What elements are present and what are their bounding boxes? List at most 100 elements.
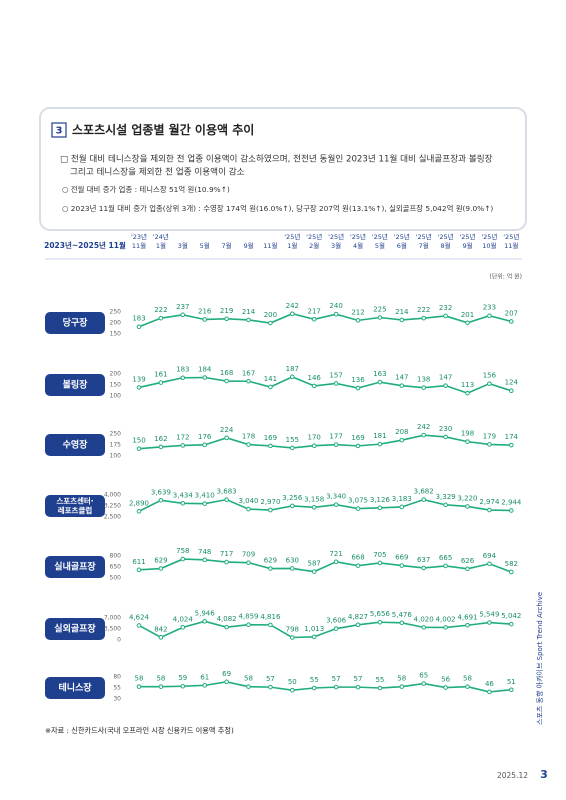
data-point	[443, 685, 448, 690]
data-label: 232	[439, 304, 452, 312]
y-tick-label: 0	[117, 637, 121, 644]
data-point	[136, 385, 142, 390]
data-point	[158, 497, 164, 503]
data-label: 147	[439, 374, 452, 382]
data-point	[136, 324, 142, 330]
chart-badge	[45, 618, 105, 640]
data-label: 3,126	[370, 496, 391, 504]
chart-label: 스포츠센터·	[56, 495, 93, 505]
data-point	[268, 443, 273, 449]
data-point	[268, 622, 273, 628]
data-label: 3,256	[282, 494, 303, 502]
data-point	[399, 684, 405, 689]
data-label: 629	[264, 557, 277, 565]
data-label: 3,434	[173, 491, 194, 499]
data-point	[202, 683, 207, 688]
data-point	[465, 320, 470, 326]
x-year-label: '25년	[394, 232, 410, 241]
data-label: 4,859	[238, 613, 258, 621]
x-month-label: 5월	[200, 241, 210, 250]
page-number: 3	[540, 768, 548, 781]
data-point	[268, 507, 273, 513]
data-point	[224, 679, 229, 685]
y-tick-label: 500	[110, 575, 122, 582]
y-tick-label: 100	[110, 393, 122, 400]
data-label: 705	[373, 551, 386, 559]
x-month-label: 11월	[504, 241, 518, 250]
data-label: 587	[308, 560, 321, 568]
data-label: 3,075	[348, 497, 368, 505]
y-tick-label: 30	[113, 696, 121, 703]
y-tick-label: 7,000	[104, 615, 121, 622]
data-label: 4,816	[260, 613, 281, 621]
data-label: 3,040	[238, 497, 258, 505]
data-label: 5,476	[392, 611, 413, 619]
data-label: 222	[417, 306, 430, 314]
data-label: 58	[244, 675, 253, 683]
data-point	[202, 375, 207, 380]
data-label: 214	[242, 308, 256, 316]
data-label: 637	[417, 556, 430, 564]
data-label: 57	[266, 675, 275, 683]
data-point	[158, 380, 164, 385]
chart-badge	[45, 374, 105, 396]
data-point	[136, 623, 142, 628]
data-point	[509, 569, 514, 575]
data-point	[290, 503, 295, 509]
data-label: 669	[395, 554, 408, 562]
data-label: 3,329	[436, 493, 456, 501]
data-point	[290, 445, 295, 451]
data-point	[246, 442, 251, 447]
data-label: 842	[154, 625, 167, 633]
y-tick-label: 3,250	[104, 503, 121, 510]
data-point	[290, 566, 295, 571]
data-label: 46	[485, 680, 494, 688]
y-tick-label: 200	[110, 320, 122, 327]
data-point	[421, 497, 427, 502]
data-label: 668	[351, 554, 364, 562]
bullet-line: □ 전월 대비 테니스장을 제외한 전 업종 이용액이 감소하였으며, 전전년 …	[60, 153, 493, 165]
data-label: 56	[441, 676, 450, 684]
data-label: 183	[176, 366, 189, 374]
chart-label: 실내골프장	[54, 561, 96, 573]
data-label: 124	[505, 379, 519, 387]
data-point	[224, 497, 229, 502]
data-point	[377, 379, 383, 385]
data-label: 136	[351, 376, 365, 384]
data-label: 187	[286, 365, 299, 373]
data-label: 230	[439, 425, 452, 433]
data-label: 2,970	[260, 498, 280, 506]
bullet-line: 그리고 테니스장을 제외한 전 업종 이용액이 감소	[70, 166, 245, 178]
data-label: 138	[417, 376, 430, 384]
data-point	[421, 315, 427, 321]
data-label: 181	[373, 432, 386, 440]
data-label: 758	[176, 547, 189, 555]
data-point	[246, 506, 251, 512]
data-point	[180, 556, 186, 562]
chart-badge	[45, 434, 105, 456]
data-label: 168	[220, 369, 233, 377]
data-point	[399, 504, 405, 510]
data-point	[136, 567, 142, 573]
x-month-label: 10월	[482, 241, 496, 250]
x-year-label: '25년	[416, 232, 432, 241]
data-point	[509, 319, 514, 324]
data-label: 219	[220, 307, 233, 315]
data-point	[333, 684, 339, 690]
data-point	[136, 508, 142, 514]
data-label: 169	[264, 434, 277, 442]
data-point	[180, 501, 186, 506]
y-tick-label: 2,500	[104, 514, 121, 521]
chart-label: 실외골프장	[54, 623, 96, 635]
data-label: 207	[505, 309, 518, 317]
series-line	[138, 312, 512, 328]
y-tick-label: 250	[110, 309, 122, 316]
data-label: 200	[264, 311, 277, 319]
x-month-label: 11월	[132, 241, 146, 250]
data-label: 748	[198, 548, 211, 556]
data-label: 162	[154, 435, 167, 443]
data-point	[443, 625, 448, 630]
data-label: 174	[505, 433, 519, 441]
data-point	[355, 385, 361, 391]
data-point	[290, 311, 295, 317]
